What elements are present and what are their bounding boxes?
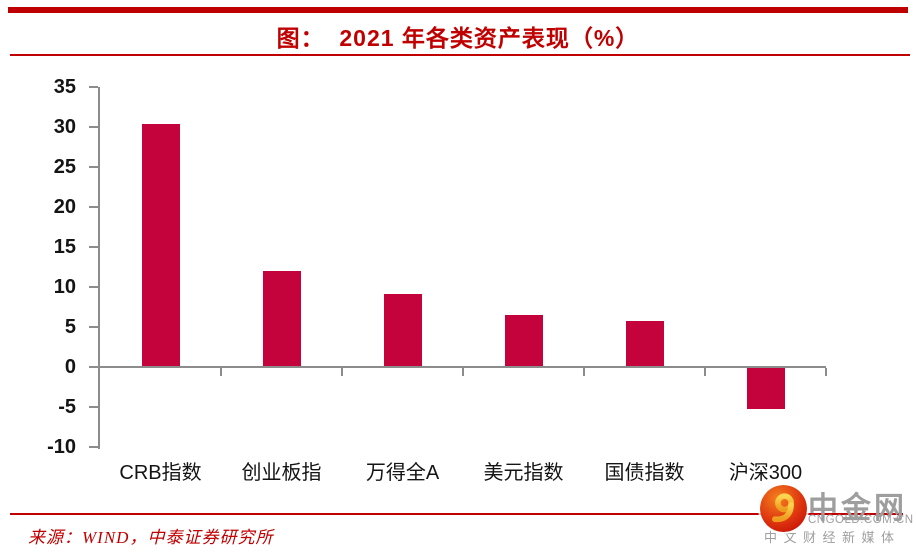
bar-国债指数 <box>625 320 664 367</box>
y-axis-tick <box>89 166 98 168</box>
y-tick-label: -5 <box>58 396 76 418</box>
x-tick-label: 国债指数 <box>604 462 685 484</box>
watermark: 中金网 CNGOLD.COM.CN 中文财经新媒体 <box>756 483 916 545</box>
y-tick-label: 25 <box>53 156 76 178</box>
watermark-brand: 中金网 <box>808 492 907 525</box>
watermark-domain: CNGOLD.COM.CN <box>808 514 914 526</box>
y-tick-label: 20 <box>53 196 76 218</box>
y-axis-tick <box>89 86 98 88</box>
y-axis-tick <box>89 246 98 248</box>
y-tick-label: 30 <box>53 116 76 138</box>
y-axis-tick <box>89 366 98 368</box>
cngold-logo-icon <box>760 485 807 532</box>
x-axis-tick <box>462 368 464 376</box>
y-axis-tick <box>89 126 98 128</box>
y-tick-label: 35 <box>53 76 76 98</box>
chart-title: 图： 2021 年各类资产表现（%） <box>276 25 640 51</box>
y-axis-tick <box>89 286 98 288</box>
source-note: 来源：WIND，中泰证券研究所 <box>28 528 274 547</box>
y-axis-tick <box>89 406 98 408</box>
x-tick-label: 创业板指 <box>241 462 322 484</box>
y-tick-label: 10 <box>53 276 76 298</box>
x-axis-tick <box>583 368 585 376</box>
watermark-tagline: 中文财经新媒体 <box>764 530 901 545</box>
y-axis-line <box>98 87 100 449</box>
y-axis-tick <box>89 206 98 208</box>
y-tick-label: 5 <box>64 316 76 338</box>
x-tick-label: 万得全A <box>365 462 440 484</box>
y-tick-label: 0 <box>64 356 76 378</box>
title-underline <box>10 54 910 56</box>
x-axis-tick <box>220 368 222 376</box>
x-tick-label: 沪深300 <box>728 462 803 484</box>
x-tick-label: CRB指数 <box>119 462 202 484</box>
bar-创业板指 <box>262 271 301 367</box>
x-axis-tick <box>341 368 343 376</box>
y-axis-tick <box>89 326 98 328</box>
bar-万得全A <box>383 294 422 367</box>
x-axis-tick <box>825 368 827 376</box>
y-tick-label: 15 <box>53 236 76 258</box>
bar-沪深300 <box>746 367 785 410</box>
x-axis-line <box>99 366 826 368</box>
x-tick-label: 美元指数 <box>483 462 564 484</box>
y-axis-tick <box>89 446 98 448</box>
y-tick-label: -10 <box>47 436 76 458</box>
x-axis-tick <box>704 368 706 376</box>
bar-美元指数 <box>504 315 543 367</box>
bar-CRB指数 <box>141 123 180 367</box>
source-divider-line <box>10 513 903 515</box>
top-accent-bar <box>8 7 908 13</box>
